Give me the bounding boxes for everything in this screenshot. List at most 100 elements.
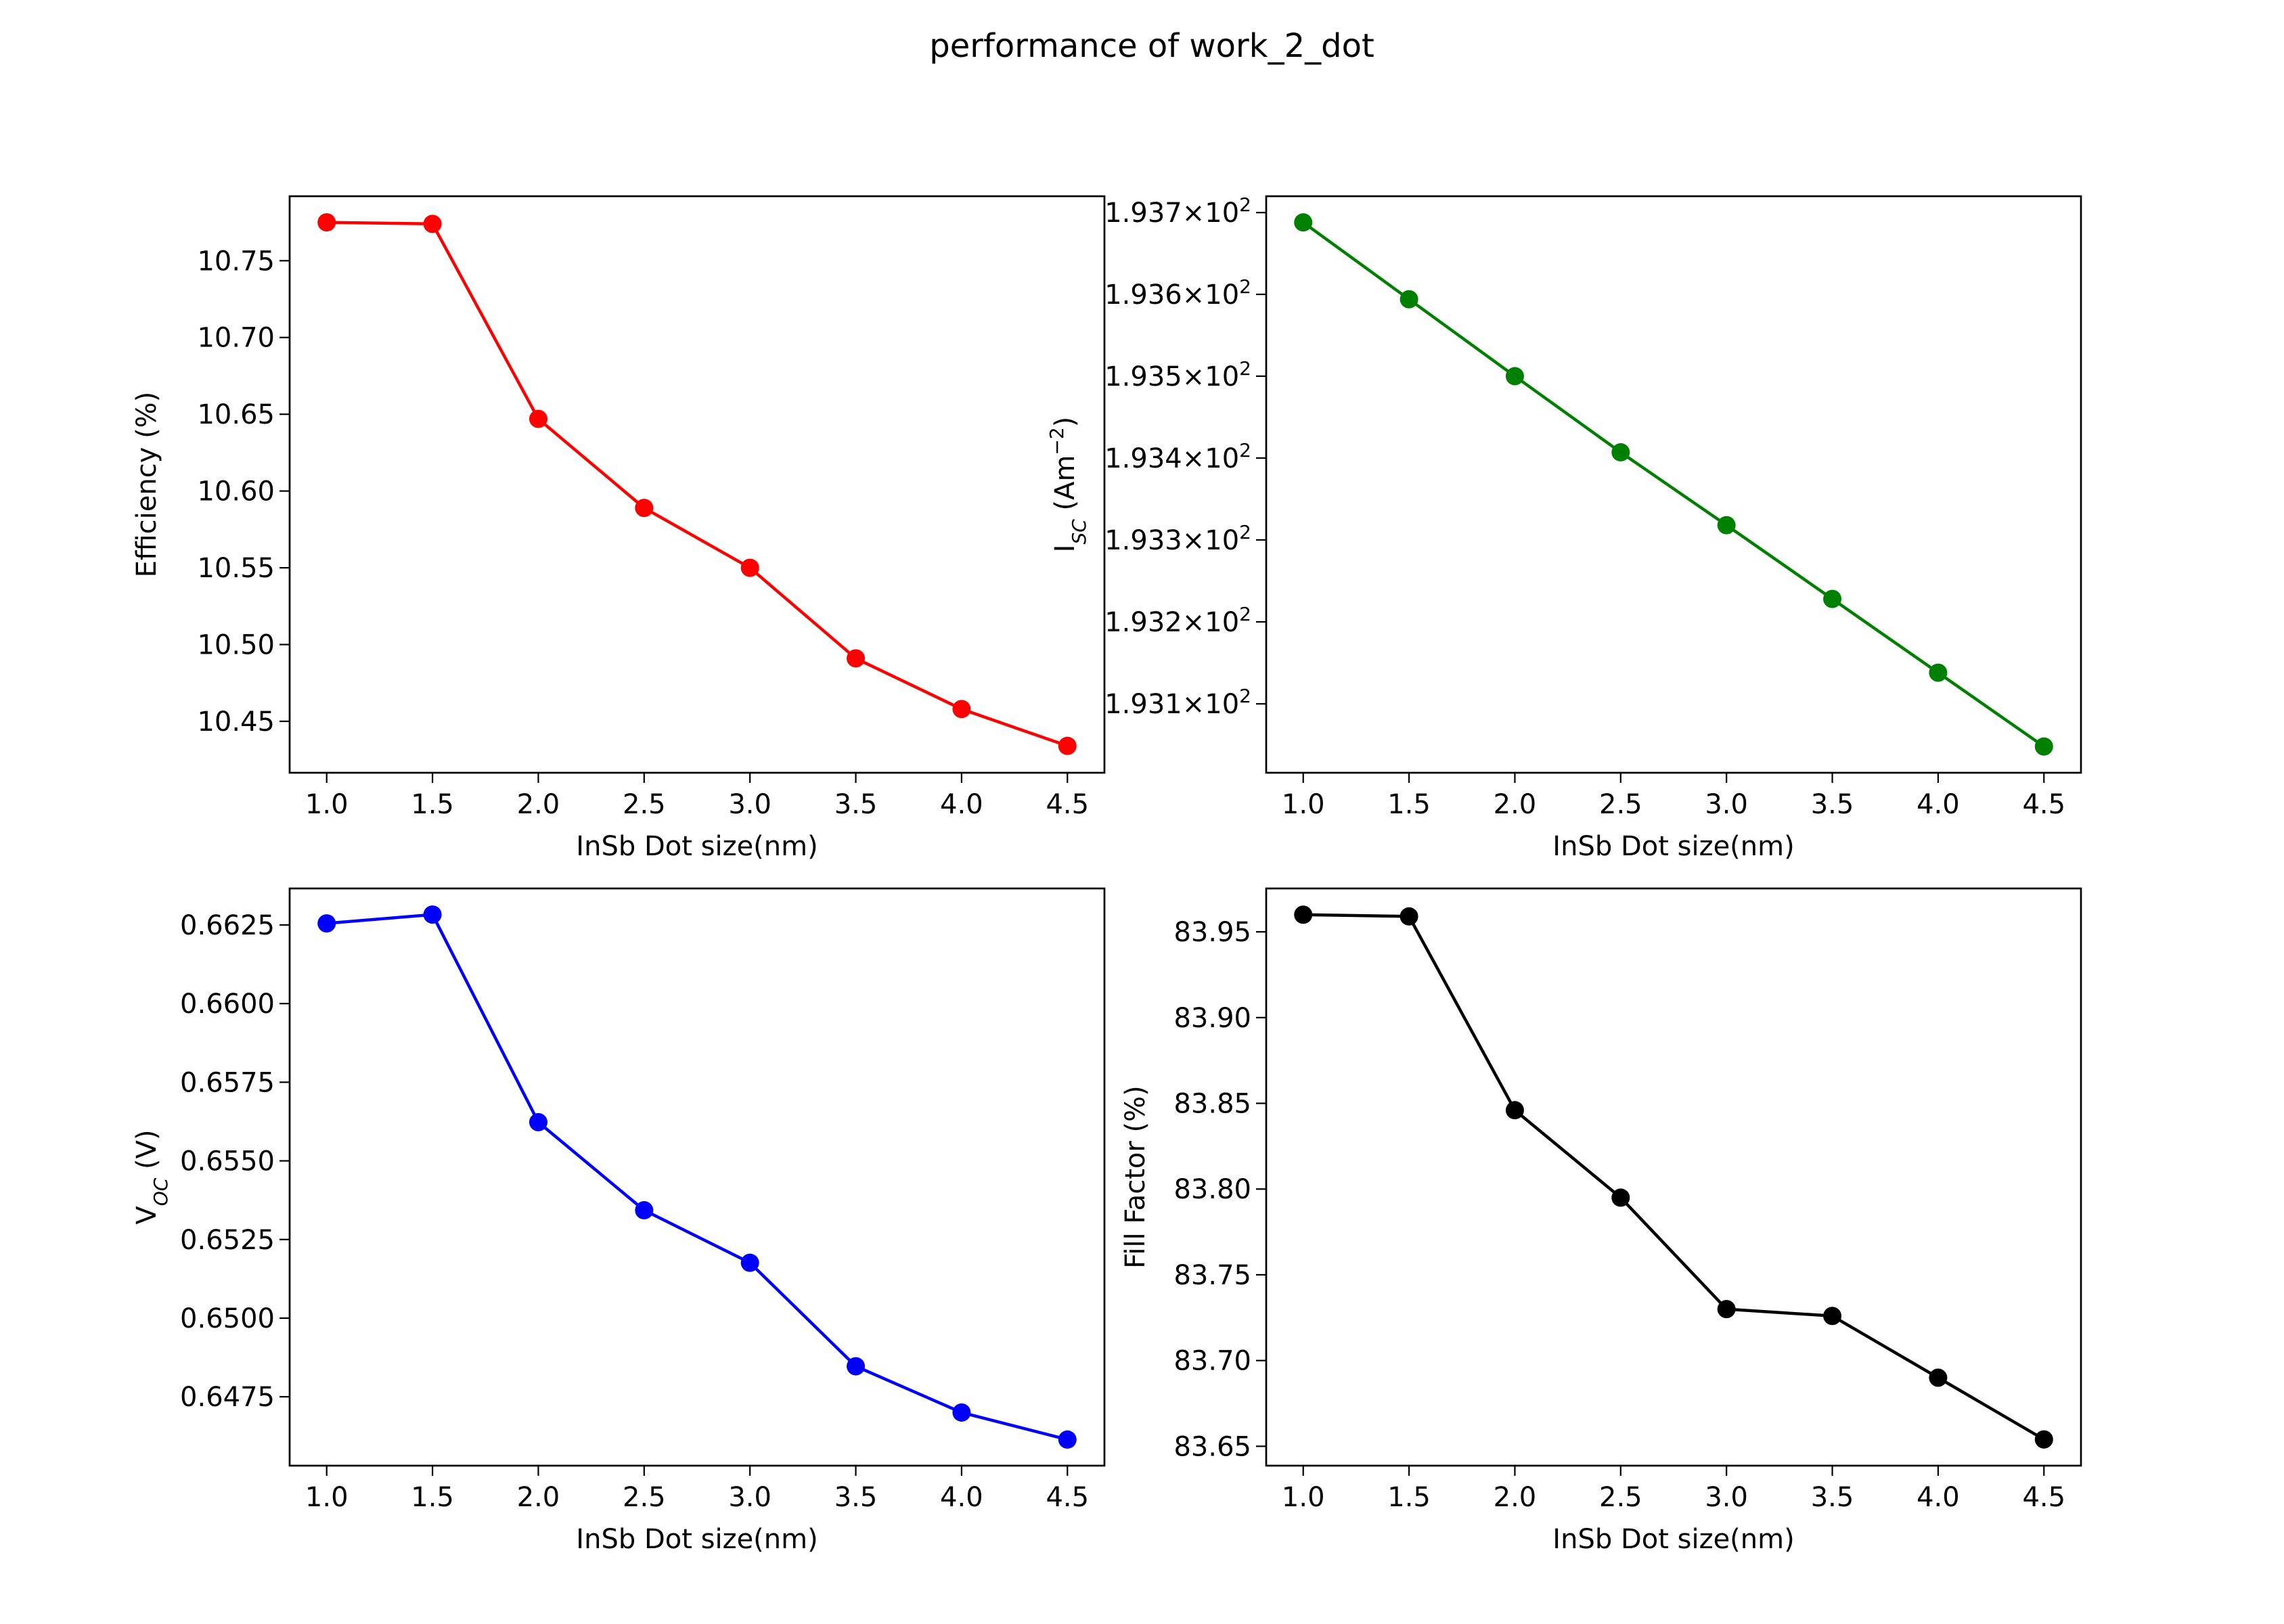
y-tick-label: 0.6575 [180,1067,275,1098]
x-tick-label: 2.5 [1599,789,1642,820]
y-tick-label: 1.936×102 [1104,275,1251,311]
data-point [847,649,866,668]
subplot-grid: 1.0 1.5 2.0 2.5 3.0 3.5 4.0 4.5 10.45 10.50 10.55 1… [131,194,2082,1555]
y-tick-label: 1.934×102 [1104,438,1251,474]
y-tick-label: 1.933×102 [1104,520,1251,556]
axes-frame [288,195,1106,774]
data-point [2034,1430,2053,1449]
data-point [740,558,759,577]
y-tick-label: 10.45 [197,706,275,738]
x-tick-label: 4.5 [1046,1482,1089,1513]
data-point [529,1112,547,1131]
x-tick-label: 3.0 [1705,1482,1748,1513]
x-tick-label: 1.5 [411,1482,454,1513]
data-point [1505,367,1524,386]
y-axis-label: Fill Factor (%) [1120,1085,1151,1269]
data-point [952,1403,971,1422]
x-tick-label: 4.5 [2022,789,2065,820]
data-point [1823,1307,1842,1326]
data-point [847,1357,866,1376]
x-tick-label: 3.5 [1811,789,1854,820]
x-tick-label: 3.0 [728,789,771,820]
x-tick-label: 2.5 [1599,1482,1642,1513]
x-tick-label: 4.0 [1917,789,1960,820]
y-tick-label: 1.937×102 [1104,194,1251,229]
x-tick-label: 4.0 [1917,1482,1960,1513]
y-tick-label: 83.65 [1173,1431,1251,1462]
y-tick-label: 0.6500 [180,1303,275,1334]
x-axis-label: InSb Dot size(nm) [576,1524,818,1555]
y-tick-label: 1.932×102 [1104,603,1251,639]
y-tick-label: 10.50 [197,630,275,661]
data-point [1823,589,1842,608]
data-point [1294,213,1313,232]
data-point [952,700,971,719]
x-tick-label: 4.5 [2022,1482,2065,1513]
subplot-isc: 1.0 1.5 2.0 2.5 3.0 3.5 4.0 4.5 1.931×102 1.932×1… [1046,194,2082,862]
y-axis-label: VOC (V) [131,1129,172,1224]
x-tick-label: 1.5 [411,789,454,820]
x-tick-label: 2.5 [623,1482,666,1513]
data-point [1399,907,1418,926]
data-point [2034,737,2053,756]
y-tick-label: 1.935×102 [1104,357,1251,392]
y-axis-label: Efficiency (%) [131,392,162,578]
x-tick-label: 2.0 [1494,1482,1537,1513]
y-tick-label: 83.90 [1173,1003,1251,1034]
data-point [1505,1101,1524,1120]
axes-frame [1265,887,2082,1467]
y-tick-label: 0.6475 [180,1382,275,1413]
data-point [1717,516,1736,535]
series-line [1303,913,2045,1441]
data-point [423,215,442,233]
subplot-voc: 1.0 1.5 2.0 2.5 3.0 3.5 4.0 4.5 0.6475 0.6500 0.65… [131,887,1106,1555]
x-axis-label: InSb Dot size(nm) [576,831,818,862]
data-point [317,213,336,232]
x-tick-label: 3.0 [728,1482,771,1513]
series-line [326,913,1068,1441]
data-point [1058,1430,1077,1449]
x-tick-label: 1.0 [1282,1482,1325,1513]
x-tick-label: 1.5 [1387,1482,1431,1513]
y-tick-label: 0.6550 [180,1146,275,1177]
subplot-fill-factor: 1.0 1.5 2.0 2.5 3.0 3.5 4.0 4.5 83.65 83.70 83.75 8… [1120,887,2082,1555]
data-point [529,409,547,428]
axes-frame [1265,195,2082,774]
data-point [740,1253,759,1272]
y-tick-label: 1.931×102 [1104,685,1251,721]
y-tick-label: 0.6600 [180,989,275,1020]
x-tick-label: 2.0 [517,789,560,820]
data-point [1929,663,1948,682]
data-point [1611,1188,1630,1207]
x-tick-label: 3.5 [1811,1482,1854,1513]
subplot-efficiency: 1.0 1.5 2.0 2.5 3.0 3.5 4.0 4.5 10.45 10.50 10.55 1… [131,195,1106,862]
data-point [1717,1300,1736,1319]
y-tick-label: 10.60 [197,476,275,508]
data-point [1611,443,1630,461]
y-tick-label: 10.70 [197,323,275,354]
x-axis-label: InSb Dot size(nm) [1552,831,1794,862]
y-tick-label: 0.6625 [180,910,275,941]
figure-title: performance of work_2_dot [929,27,1374,65]
y-tick-label: 10.75 [197,246,275,277]
data-point [1294,905,1313,924]
y-tick-label: 83.75 [1173,1260,1251,1291]
x-tick-label: 2.0 [517,1482,560,1513]
y-tick-label: 10.65 [197,399,275,430]
axes-frame [288,887,1106,1467]
y-tick-label: 10.55 [197,553,275,584]
data-point [635,1201,654,1220]
x-tick-label: 3.5 [834,1482,878,1513]
x-tick-label: 1.0 [305,1482,349,1513]
x-tick-label: 1.0 [1282,789,1325,820]
series-line [1302,221,2045,748]
x-tick-label: 2.5 [623,789,666,820]
data-point [1058,736,1077,755]
y-axis-label: ISC (Am−2) [1046,417,1090,553]
data-point [1399,290,1418,309]
y-tick-label: 83.85 [1173,1089,1251,1120]
y-tick-label: 83.95 [1173,917,1251,948]
data-point [423,905,442,924]
